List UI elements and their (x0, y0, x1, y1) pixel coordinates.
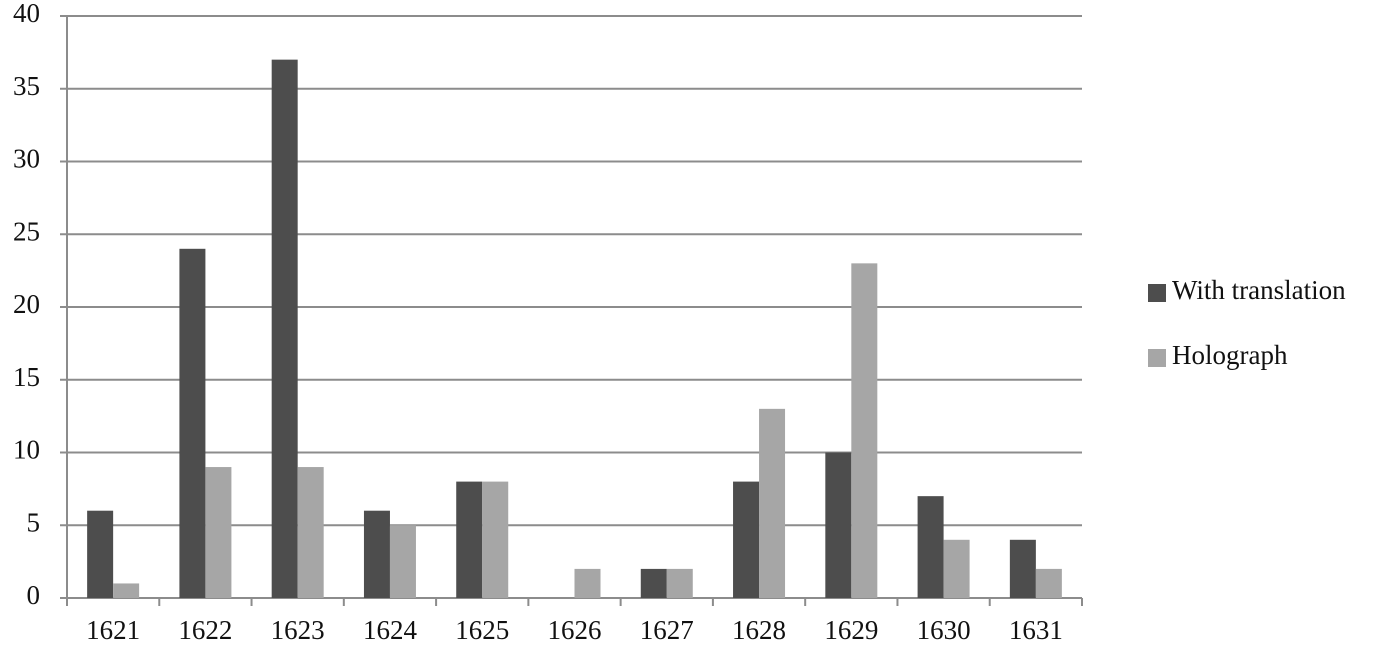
bar (943, 539, 970, 598)
y-tick-label: 35 (13, 71, 40, 101)
x-tick-label: 1626 (548, 615, 602, 645)
x-tick-label: 1627 (640, 615, 694, 645)
bar (851, 263, 878, 598)
x-tick-label: 1630 (917, 615, 971, 645)
bar (733, 481, 760, 598)
bar (666, 568, 693, 598)
bar (574, 568, 601, 598)
bar (825, 452, 852, 598)
bar (640, 568, 667, 598)
bar (179, 248, 206, 599)
y-tick-label: 5 (27, 507, 41, 537)
y-tick-label: 30 (13, 144, 40, 174)
y-tick-label: 25 (13, 216, 40, 246)
legend-label: Holograph (1172, 340, 1288, 370)
bar (205, 467, 232, 598)
y-tick-label: 20 (13, 289, 40, 319)
bar (1035, 568, 1062, 598)
y-tick-label: 40 (13, 0, 40, 28)
bar (456, 481, 483, 598)
x-tick-label: 1628 (732, 615, 786, 645)
x-tick-label: 1624 (363, 615, 418, 645)
legend-swatch (1148, 284, 1166, 302)
y-tick-label: 10 (13, 435, 40, 465)
y-tick-label: 0 (27, 580, 41, 610)
bar (87, 510, 114, 598)
x-tick-label: 1621 (86, 615, 140, 645)
x-tick-label: 1631 (1009, 615, 1063, 645)
bar (271, 59, 298, 598)
y-tick-label: 15 (13, 362, 40, 392)
x-tick-label: 1629 (824, 615, 878, 645)
bar (113, 583, 140, 598)
legend-label: With translation (1172, 275, 1346, 305)
bar (759, 408, 786, 598)
bar (389, 525, 416, 598)
bar (1009, 539, 1036, 598)
legend-swatch (1148, 349, 1166, 367)
bar (363, 510, 390, 598)
x-tick-label: 1622 (178, 615, 232, 645)
bar (297, 467, 324, 598)
bar (917, 496, 944, 598)
x-tick-label: 1623 (271, 615, 325, 645)
x-tick-label: 1625 (455, 615, 509, 645)
bar (482, 481, 509, 598)
